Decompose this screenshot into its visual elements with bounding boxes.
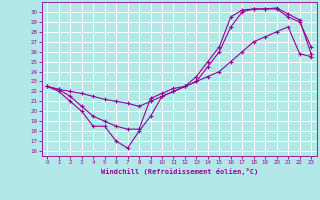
X-axis label: Windchill (Refroidissement éolien,°C): Windchill (Refroidissement éolien,°C) — [100, 168, 258, 175]
